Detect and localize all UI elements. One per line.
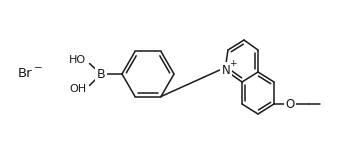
- Text: +: +: [229, 58, 237, 67]
- Text: −: −: [34, 63, 43, 73]
- Text: OH: OH: [69, 84, 86, 94]
- Text: O: O: [285, 98, 294, 111]
- Text: HO: HO: [69, 55, 86, 65]
- Text: Br: Br: [18, 66, 33, 79]
- Text: N: N: [222, 63, 230, 77]
- Text: B: B: [97, 67, 105, 81]
